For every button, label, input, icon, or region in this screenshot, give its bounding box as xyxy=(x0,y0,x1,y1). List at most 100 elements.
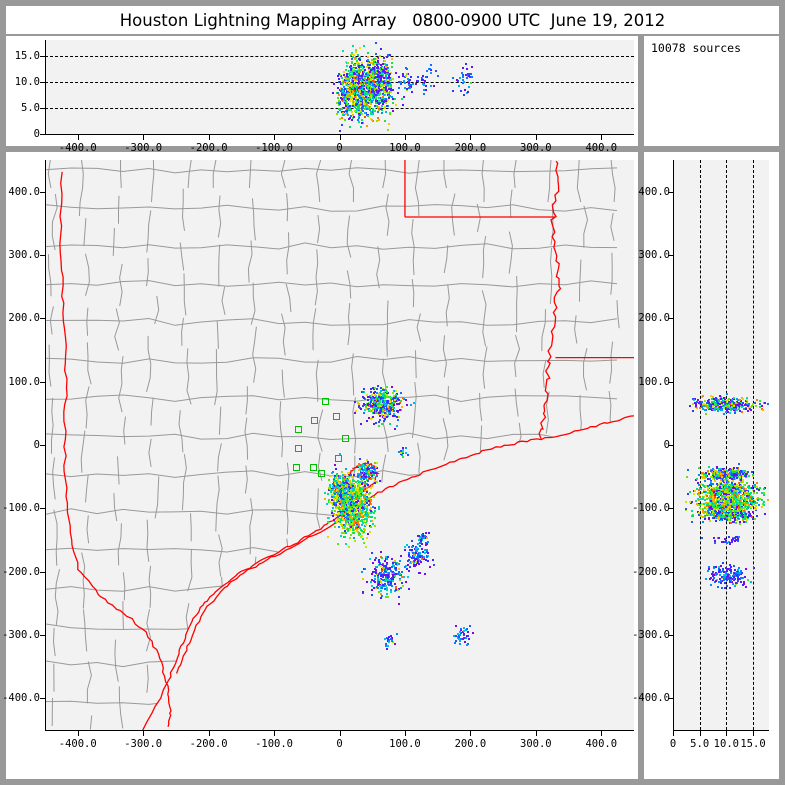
lightning-source-point xyxy=(349,100,352,103)
lightning-source-point xyxy=(418,554,421,557)
lightning-source-point xyxy=(344,76,347,79)
lightning-source-point xyxy=(372,95,375,98)
lightning-source-point xyxy=(367,473,370,476)
lightning-source-point xyxy=(372,112,374,115)
lightning-source-point xyxy=(383,409,386,412)
lightning-source-point xyxy=(356,86,359,89)
lightning-source-point xyxy=(380,106,382,109)
lightning-source-point xyxy=(354,79,357,82)
lightning-source-point xyxy=(354,104,357,107)
lightning-source-point xyxy=(350,490,353,493)
lightning-source-point xyxy=(351,118,354,121)
lightning-source-point xyxy=(383,119,386,122)
lightning-source-point xyxy=(727,489,730,492)
lightning-source-point xyxy=(332,507,335,510)
axis-tick xyxy=(40,107,45,109)
lightning-source-point xyxy=(378,108,381,111)
lightning-source-point xyxy=(422,79,425,82)
lightning-source-point xyxy=(697,474,700,477)
lightning-source-point xyxy=(371,393,374,396)
lightning-source-point xyxy=(369,113,372,116)
lightning-source-point xyxy=(368,496,371,499)
lightning-source-point xyxy=(350,524,353,527)
lightning-source-point xyxy=(341,470,344,473)
lightning-source-point xyxy=(468,75,471,78)
lightning-source-point xyxy=(336,510,339,513)
lightning-source-point xyxy=(347,72,350,75)
lightning-source-point xyxy=(363,472,366,475)
lightning-source-point xyxy=(373,510,376,513)
lightning-source-point xyxy=(364,480,367,483)
lightning-source-point xyxy=(346,521,349,524)
lightning-source-point xyxy=(361,512,364,515)
lightning-source-point xyxy=(384,71,387,74)
lightning-source-point xyxy=(327,536,330,538)
lightning-source-point xyxy=(378,91,381,94)
lightning-source-point xyxy=(340,500,343,503)
lightning-source-point xyxy=(370,76,373,79)
lightning-source-point xyxy=(337,483,340,486)
lightning-source-point xyxy=(377,574,380,577)
lightning-source-point xyxy=(337,99,340,102)
lightning-source-point xyxy=(368,404,371,407)
lightning-source-point xyxy=(365,65,368,68)
axis-tick xyxy=(143,135,145,140)
lightning-source-point xyxy=(425,532,428,535)
axis-tick-label: 0 xyxy=(336,738,343,750)
lightning-source-point xyxy=(368,499,371,502)
lightning-source-point xyxy=(372,467,375,470)
lightning-source-point xyxy=(380,112,383,115)
lightning-source-point xyxy=(366,496,369,499)
lightning-source-point xyxy=(402,95,405,98)
lightning-source-point xyxy=(349,497,352,500)
lightning-source-point xyxy=(389,588,392,591)
lightning-source-point xyxy=(372,387,375,390)
lightning-source-point xyxy=(354,51,357,54)
lightning-source-point xyxy=(763,402,766,405)
lightning-source-point xyxy=(380,74,383,77)
lightning-source-point xyxy=(728,403,731,406)
axis-tick xyxy=(404,731,406,736)
lightning-source-point xyxy=(342,513,345,516)
lightning-source-point xyxy=(737,472,740,475)
lightning-source-point xyxy=(377,400,380,403)
lightning-source-point xyxy=(350,51,353,54)
lightning-source-point xyxy=(385,72,388,75)
axis-tick xyxy=(339,731,341,736)
lightning-source-point xyxy=(457,637,460,640)
lightning-source-point xyxy=(341,525,344,528)
lightning-source-point xyxy=(371,118,374,121)
lightning-source-point xyxy=(369,408,372,411)
lightning-source-point xyxy=(345,479,348,482)
lma-station-marker xyxy=(295,425,303,433)
lightning-source-point xyxy=(348,511,351,514)
lightning-source-point xyxy=(377,420,380,423)
lightning-source-point xyxy=(382,88,385,91)
lightning-source-point xyxy=(363,388,366,391)
axis-tick xyxy=(274,135,276,140)
lightning-source-point xyxy=(357,488,360,491)
lightning-source-point xyxy=(701,394,704,397)
lightning-source-point xyxy=(459,631,462,634)
lightning-source-point xyxy=(365,96,368,99)
lightning-source-point xyxy=(371,68,374,71)
lightning-source-point xyxy=(689,405,692,408)
lightning-source-point xyxy=(371,120,374,123)
lightning-source-point xyxy=(370,399,373,402)
lightning-source-point xyxy=(426,552,429,555)
lightning-source-point xyxy=(386,99,389,102)
lightning-source-point xyxy=(372,60,375,63)
lightning-source-point xyxy=(374,517,377,520)
lightning-source-point xyxy=(373,78,376,81)
lightning-source-point xyxy=(386,94,389,97)
lightning-source-point xyxy=(336,543,339,546)
lightning-source-point xyxy=(409,76,412,79)
lightning-source-point xyxy=(380,404,383,407)
lightning-source-point xyxy=(391,637,394,640)
lightning-source-point xyxy=(366,55,369,58)
lightning-source-point xyxy=(343,508,346,511)
lma-station-marker xyxy=(321,398,329,406)
lightning-source-point xyxy=(425,543,428,546)
lightning-source-point xyxy=(424,534,427,537)
lightning-source-point xyxy=(360,478,363,481)
